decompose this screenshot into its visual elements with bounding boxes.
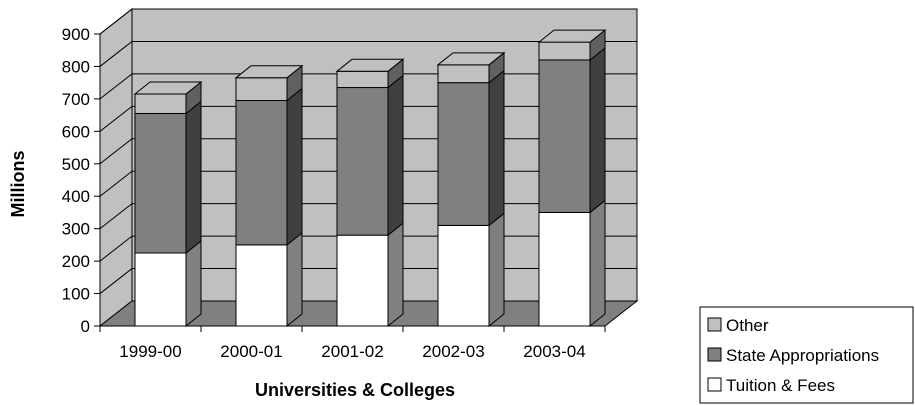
bar-segment-2003-04-other-top <box>537 29 607 43</box>
x-tick-label-2002-03: 2002-03 <box>422 342 484 361</box>
bar-segment-2003-04-other-front <box>538 41 591 61</box>
legend-item-state-appropriations: State Appropriations <box>707 346 879 365</box>
bar-segment-2001-02-other-top <box>335 58 405 72</box>
y-tick-label-700: 700 <box>62 90 90 109</box>
y-tick-label-200: 200 <box>62 252 90 271</box>
legend-label-other: Other <box>726 316 769 335</box>
bar-segment-2000-01-state-appropriations-front <box>235 100 288 246</box>
bar-segment-2001-02-other-front <box>336 70 389 89</box>
bar-segment-1999-00-tuition-fees-side <box>185 239 202 328</box>
legend-swatch-state-appropriations <box>707 347 722 362</box>
bar-segment-2002-03-state-appropriations <box>437 69 505 227</box>
bar-segment-2000-01-tuition-fees-side <box>286 231 303 328</box>
y-tick-label-300: 300 <box>62 220 90 239</box>
bar-segment-2001-02-tuition-fees <box>336 222 404 328</box>
bars <box>133 29 607 328</box>
bar-segment-1999-00-other <box>133 80 203 115</box>
bar-segment-2001-02-other <box>335 58 405 89</box>
bar-segment-2001-02-state-appropriations <box>336 74 404 237</box>
y-tick-label-100: 100 <box>62 285 90 304</box>
bar-segment-2002-03-other-top <box>436 52 506 66</box>
bar-segment-2002-03-state-appropriations-front <box>437 82 490 226</box>
bar-segment-2002-03-tuition-fees <box>437 212 505 328</box>
bar-2002-03 <box>436 51 506 328</box>
bar-segment-2001-02-tuition-fees-front <box>336 234 389 327</box>
gridline-900 <box>99 8 637 35</box>
bar-segment-1999-00-other-top <box>133 81 203 95</box>
bar-segment-2003-04-tuition-fees <box>538 199 606 328</box>
y-tick-label-900: 900 <box>62 25 90 44</box>
legend-label-state-appropriations: State Appropriations <box>726 346 879 365</box>
bar-segment-1999-00-state-appropriations-side <box>185 100 202 255</box>
bar-1999-00 <box>133 80 203 328</box>
bar-segment-2000-01-tuition-fees <box>235 231 303 328</box>
legend-swatch-tuition-fees <box>707 377 722 392</box>
legend-box <box>699 306 914 404</box>
bar-segment-2001-02-state-appropriations-front <box>336 87 389 236</box>
bar-segment-2003-04-tuition-fees-side <box>589 199 606 328</box>
legend-label-tuition-fees: Tuition & Fees <box>726 376 835 395</box>
bar-segment-2003-04-other <box>537 29 607 61</box>
bar-segment-2000-01-state-appropriations-side <box>286 87 303 246</box>
y-axis-title: Millions <box>8 151 28 218</box>
axes <box>94 33 606 332</box>
bar-segment-2003-04-state-appropriations-side <box>589 46 606 214</box>
x-tick-label-2003-04: 2003-04 <box>523 342 585 361</box>
bar-segment-1999-00-other-front <box>134 93 187 114</box>
y-tick-label-400: 400 <box>62 187 90 206</box>
bar-segment-2001-02-tuition-fees-side <box>387 222 404 328</box>
y-tick-labels: 0 100 200 300 400 500 600 700 800 900 <box>62 25 90 336</box>
y-tick-label-0: 0 <box>81 317 90 336</box>
legend-swatch-other <box>707 317 722 332</box>
bar-segment-2002-03-other <box>436 51 506 84</box>
x-tick-label-1999-00: 1999-00 <box>119 342 181 361</box>
bar-2000-01 <box>234 64 304 328</box>
bar-segment-2003-04-state-appropriations-front <box>538 59 591 213</box>
legend: Other State Appropriations Tuition & Fees <box>699 306 914 404</box>
bar-segment-2000-01-other <box>234 64 304 102</box>
bar-segment-2003-04-tuition-fees-front <box>538 211 591 327</box>
x-tick-labels: 1999-00 2000-01 2001-02 2002-03 2003-04 <box>119 342 585 361</box>
bar-segment-2000-01-tuition-fees-front <box>235 244 288 327</box>
bar-segment-2000-01-other-front <box>235 77 288 102</box>
bar-segment-2002-03-tuition-fees-front <box>437 224 490 327</box>
gridline-800 <box>99 40 637 67</box>
y-tick-label-800: 800 <box>62 57 90 76</box>
bar-2001-02 <box>335 58 405 328</box>
legend-item-other: Other <box>707 316 769 335</box>
bar-segment-2003-04-state-appropriations <box>538 46 606 214</box>
bar-2003-04 <box>537 29 607 328</box>
bar-segment-1999-00-state-appropriations <box>134 100 202 255</box>
legend-item-tuition-fees: Tuition & Fees <box>707 376 835 395</box>
y-tick-label-600: 600 <box>62 122 90 141</box>
bar-segment-1999-00-tuition-fees-front <box>134 252 187 327</box>
bar-segment-2001-02-state-appropriations-side <box>387 74 404 237</box>
x-tick-label-2000-01: 2000-01 <box>220 342 282 361</box>
bar-segment-2002-03-state-appropriations-side <box>488 69 505 227</box>
bar-segment-2002-03-other-front <box>437 64 490 84</box>
y-tick-label-500: 500 <box>62 155 90 174</box>
bar-segment-2000-01-state-appropriations <box>235 87 303 246</box>
bar-segment-2000-01-other-top <box>234 65 304 79</box>
x-axis-title: Universities & Colleges <box>255 380 455 400</box>
x-tick-label-2001-02: 2001-02 <box>321 342 383 361</box>
side-wall <box>99 7 133 328</box>
bar-segment-1999-00-tuition-fees <box>134 239 202 328</box>
bar-segment-2002-03-tuition-fees-side <box>488 212 505 328</box>
bar-segment-1999-00-state-appropriations-front <box>134 112 187 254</box>
